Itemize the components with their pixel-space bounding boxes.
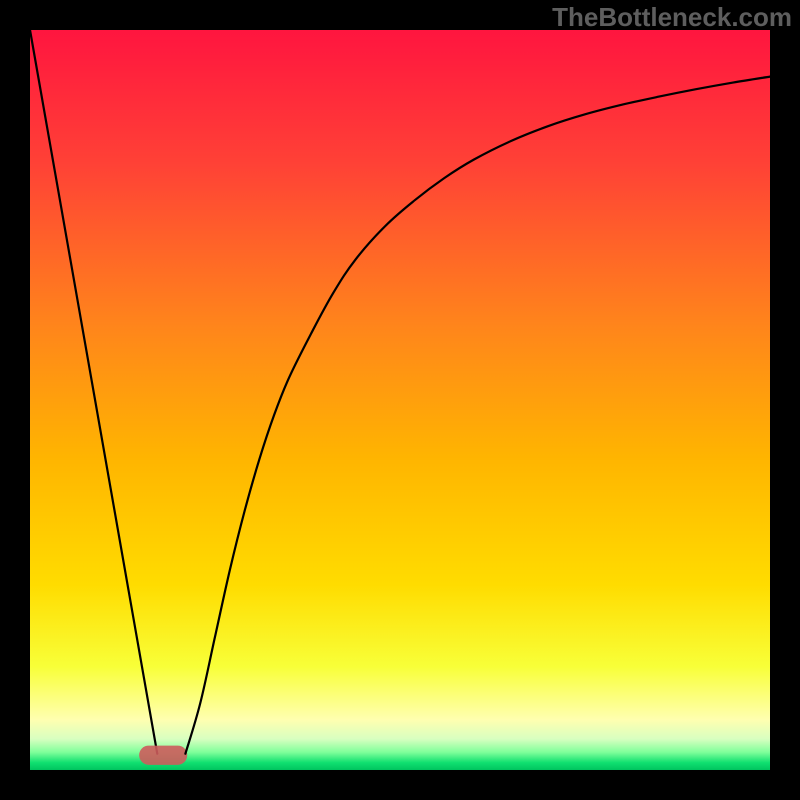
chart-root: TheBottleneck.com bbox=[0, 0, 800, 800]
chart-svg bbox=[0, 0, 800, 800]
valley-marker bbox=[139, 746, 187, 765]
